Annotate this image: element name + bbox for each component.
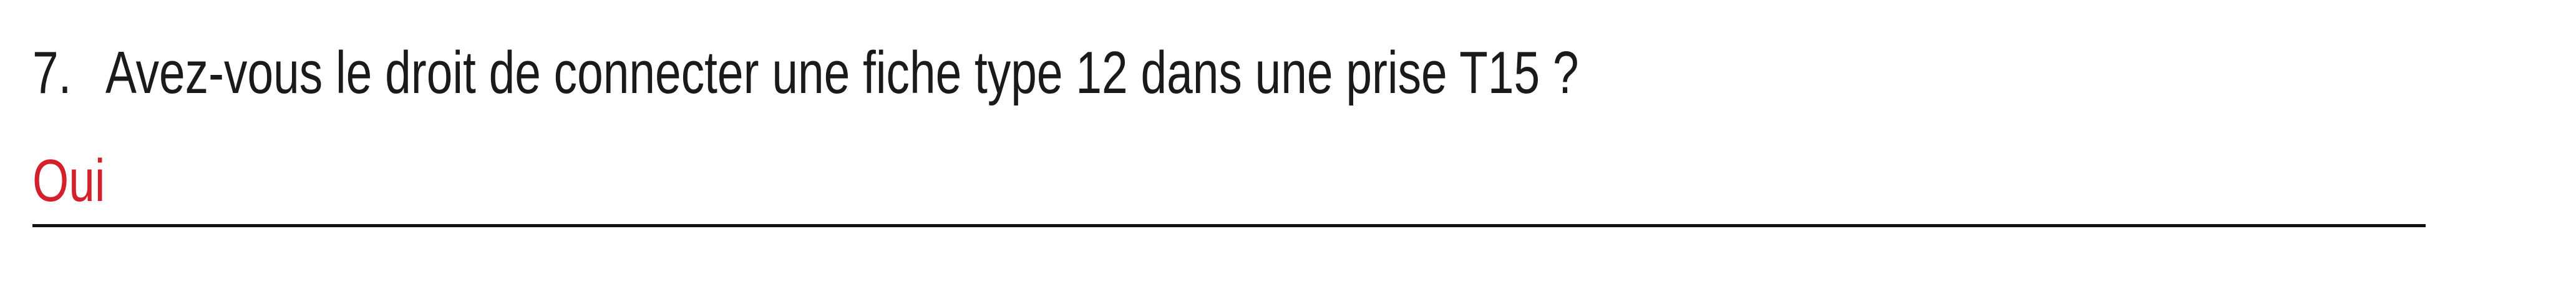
answer-underline — [32, 224, 2426, 227]
question: 7. Avez-vous le droit de connecter une f… — [32, 32, 1579, 114]
answer-text: Oui — [32, 147, 105, 214]
question-number: 7. — [32, 39, 72, 106]
question-text: Avez-vous le droit de connecter une fich… — [105, 39, 1579, 106]
